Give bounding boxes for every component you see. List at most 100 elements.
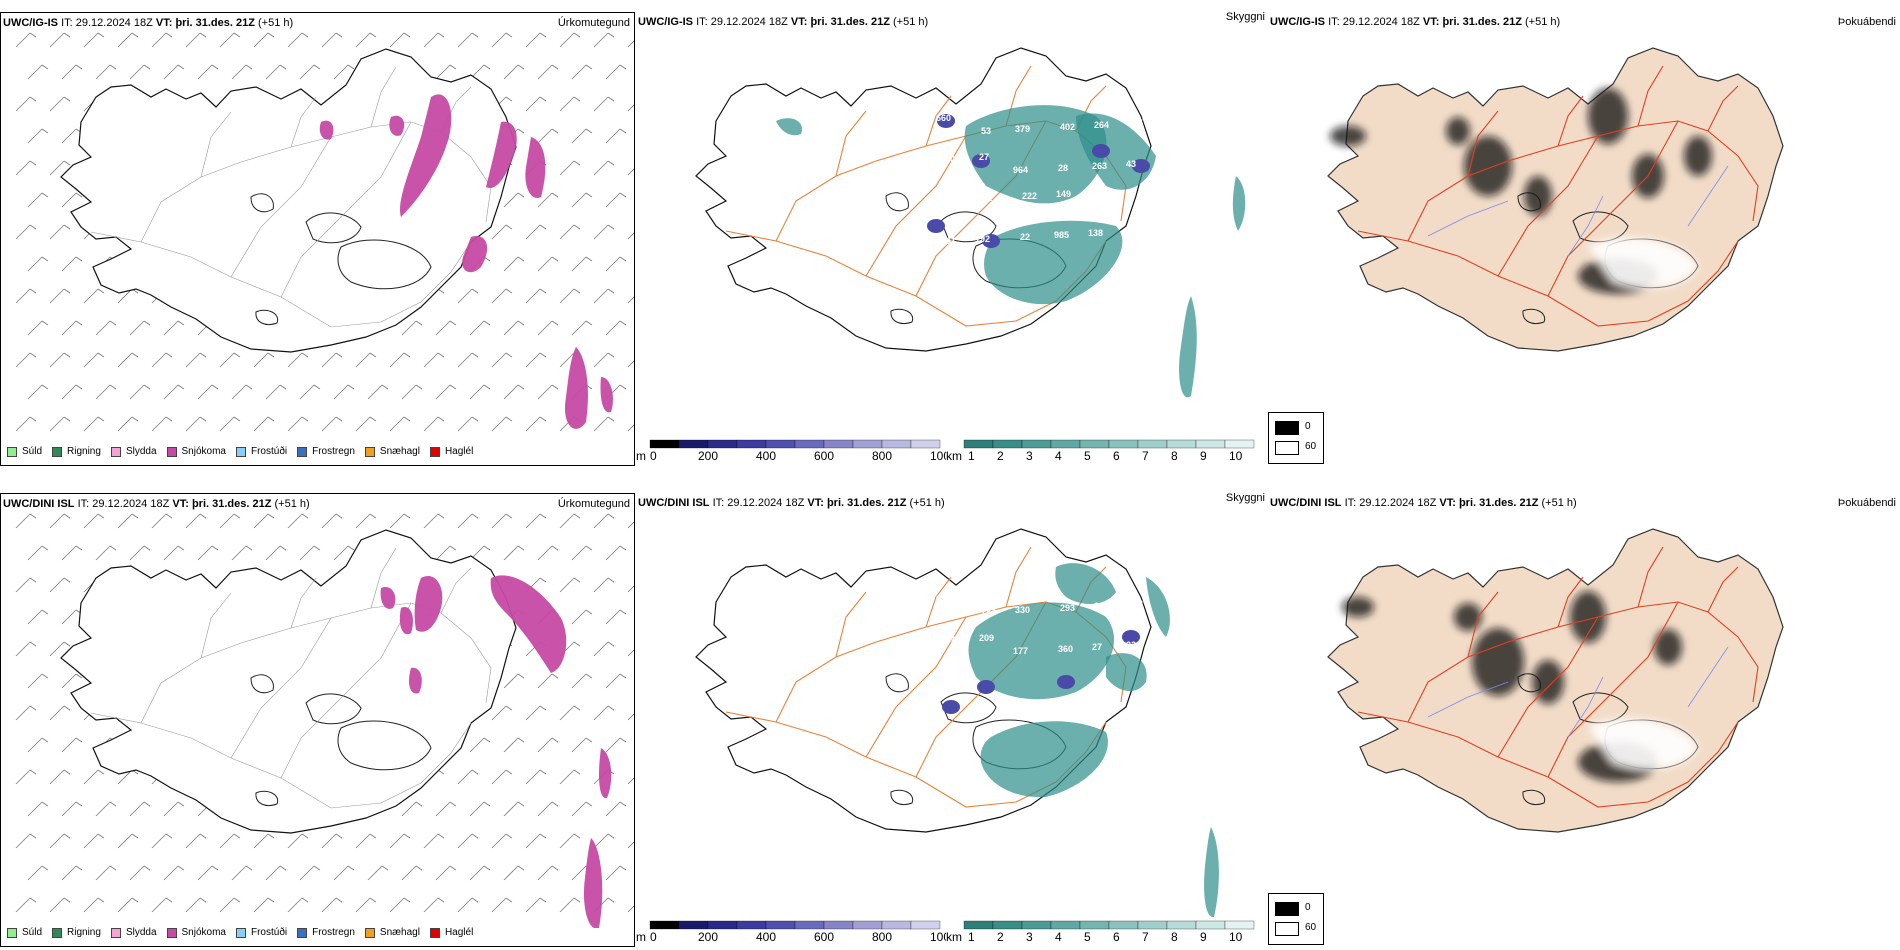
legend-swatch bbox=[364, 446, 375, 457]
wind-barb bbox=[457, 416, 473, 432]
wind-barb bbox=[185, 32, 201, 48]
road-line bbox=[1467, 110, 1499, 177]
wind-barb bbox=[151, 897, 167, 913]
wind-barb bbox=[219, 513, 235, 529]
rivers bbox=[1427, 165, 1729, 257]
legend-swatch bbox=[235, 446, 246, 457]
precip-legend: Súld Rigning Slydda Snjókoma Frostúði Frostre… bbox=[7, 446, 473, 457]
wind-barb bbox=[355, 833, 371, 849]
wind-barb bbox=[435, 801, 451, 817]
wind-barb-flag bbox=[63, 769, 71, 775]
snowfall-areas bbox=[380, 575, 612, 928]
visibility-value-label: 190 bbox=[1135, 200, 1150, 210]
visibility-value-label: 500 bbox=[945, 154, 960, 164]
road-line bbox=[1005, 546, 1032, 608]
legend-item: Slydda bbox=[110, 446, 157, 457]
wind-barb bbox=[355, 416, 371, 432]
wind-barb bbox=[185, 416, 201, 432]
wind-barb-flag bbox=[551, 801, 559, 807]
fog-swatch-0 bbox=[1275, 902, 1299, 916]
visibility-value-label: 338 bbox=[1128, 599, 1143, 609]
wind-barb bbox=[253, 897, 269, 913]
wind-barb bbox=[299, 545, 315, 561]
wind-barb-flag bbox=[75, 320, 83, 326]
low-visibility-area bbox=[1106, 653, 1147, 692]
legend-item: Haglél bbox=[429, 927, 473, 938]
visibility-value-label: 985 bbox=[1054, 230, 1069, 240]
precip-legend: Súld Rigning Slydda Snjókoma Frostúði Frostre… bbox=[7, 927, 473, 938]
snowfall-area bbox=[600, 377, 613, 413]
wind-barb-flag bbox=[607, 833, 615, 839]
legend-item: Frostregn bbox=[297, 927, 355, 938]
snowfall-area bbox=[400, 94, 452, 217]
wind-barb-flag bbox=[29, 32, 37, 38]
wind-barb bbox=[457, 769, 473, 785]
wind-barb-flag bbox=[211, 384, 219, 390]
wind-barb bbox=[185, 513, 201, 529]
wind-barb-flag bbox=[109, 801, 117, 807]
wind-barb-flag bbox=[63, 224, 71, 230]
wind-barb bbox=[491, 288, 507, 304]
wind-barb-flag bbox=[517, 192, 525, 198]
wind-barb-flag bbox=[267, 416, 275, 422]
wind-barb-flag bbox=[63, 833, 71, 839]
colorbar-cell bbox=[1137, 920, 1168, 930]
legend-item: Súld bbox=[7, 927, 42, 938]
road-line bbox=[200, 592, 232, 659]
wind-barb bbox=[627, 104, 634, 112]
glacier-outline bbox=[1572, 211, 1629, 243]
wind-barb-flag bbox=[505, 288, 513, 294]
colorbar-tick: 400 bbox=[756, 449, 776, 462]
wind-barb bbox=[27, 192, 43, 208]
visibility-value-label: 222 bbox=[1126, 640, 1141, 650]
glacier-outline bbox=[885, 192, 909, 212]
wind-barb bbox=[83, 32, 99, 48]
visibility-value-label: 360 bbox=[1058, 644, 1073, 654]
wind-barb-flag bbox=[437, 416, 445, 422]
wind-barb bbox=[333, 865, 349, 881]
wind-barb-flag bbox=[369, 352, 377, 358]
colorbar-tick: 2 bbox=[997, 449, 1004, 462]
legend-item: Frostúði bbox=[235, 927, 287, 938]
wind-barb-flag bbox=[539, 224, 547, 230]
road-line bbox=[1497, 616, 1599, 758]
wind-barb-flag bbox=[211, 64, 219, 70]
wind-barb bbox=[457, 32, 473, 48]
wind-barb bbox=[15, 705, 31, 721]
wind-barb-flag bbox=[177, 545, 185, 551]
colorbar-tick: 7 bbox=[1142, 930, 1149, 943]
fog-swatch-0 bbox=[1275, 421, 1299, 435]
wind-barb bbox=[15, 641, 31, 657]
wind-barb-flag bbox=[279, 384, 287, 390]
wind-barb-flag bbox=[301, 833, 309, 839]
wind-barb-flag bbox=[75, 384, 83, 390]
wind-barb bbox=[83, 769, 99, 785]
wind-barb bbox=[503, 320, 519, 336]
wind-barb bbox=[61, 673, 77, 689]
wind-barb-flag bbox=[63, 352, 71, 358]
river-line bbox=[1687, 165, 1729, 227]
wind-barb bbox=[627, 649, 634, 657]
snowfall-area bbox=[565, 347, 588, 429]
wind-barb bbox=[151, 513, 167, 529]
wind-barb-flag bbox=[619, 737, 627, 743]
wind-barb bbox=[469, 801, 485, 817]
wind-barb-flag bbox=[335, 833, 343, 839]
wind-barb-flag bbox=[573, 705, 581, 711]
colorbar-cell bbox=[707, 439, 738, 449]
wind-barb-flag bbox=[29, 224, 37, 230]
fog-indicator-shading bbox=[1342, 591, 1698, 782]
wind-barb bbox=[15, 160, 31, 176]
iceland-landmass bbox=[60, 529, 517, 834]
visibility-value-label: 339 bbox=[1094, 601, 1109, 611]
legend-label: Frostregn bbox=[312, 446, 355, 457]
colorbar-cell bbox=[1195, 439, 1226, 449]
wind-barb bbox=[525, 833, 541, 849]
wind-barb-flag bbox=[539, 416, 547, 422]
wind-barb-flag bbox=[607, 641, 615, 647]
visibility-value-label: 53 bbox=[981, 126, 991, 136]
visibility-value-label: 222 bbox=[1022, 191, 1037, 201]
wind-barb-flag bbox=[471, 288, 479, 294]
glacier-outline bbox=[337, 720, 432, 771]
wind-barb bbox=[117, 897, 133, 913]
